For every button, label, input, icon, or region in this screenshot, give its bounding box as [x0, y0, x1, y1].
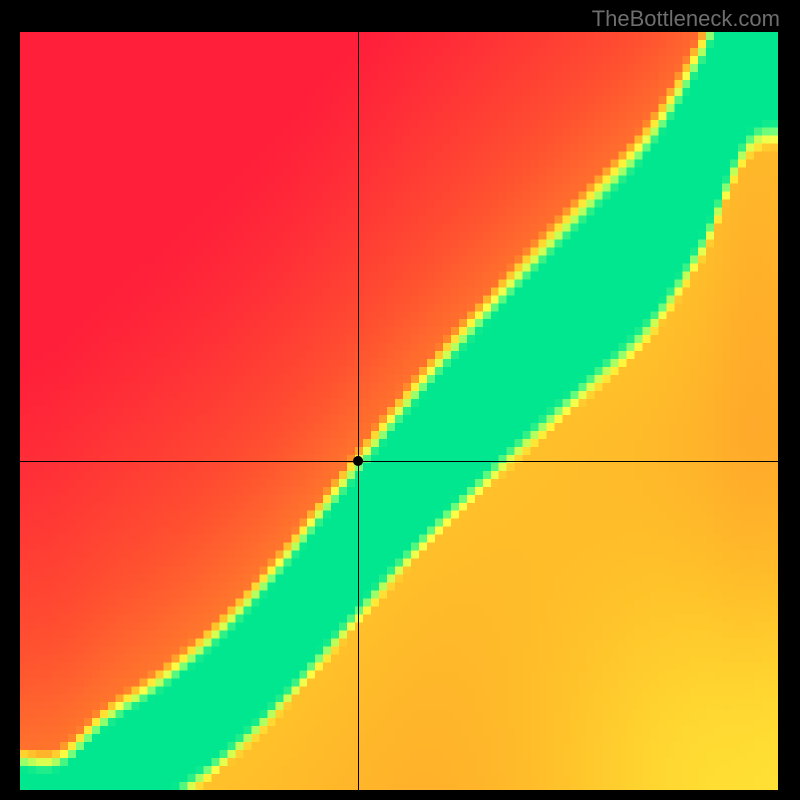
chart-container: TheBottleneck.com: [0, 0, 800, 800]
watermark-text: TheBottleneck.com: [592, 6, 780, 32]
crosshair-overlay: [20, 32, 778, 790]
